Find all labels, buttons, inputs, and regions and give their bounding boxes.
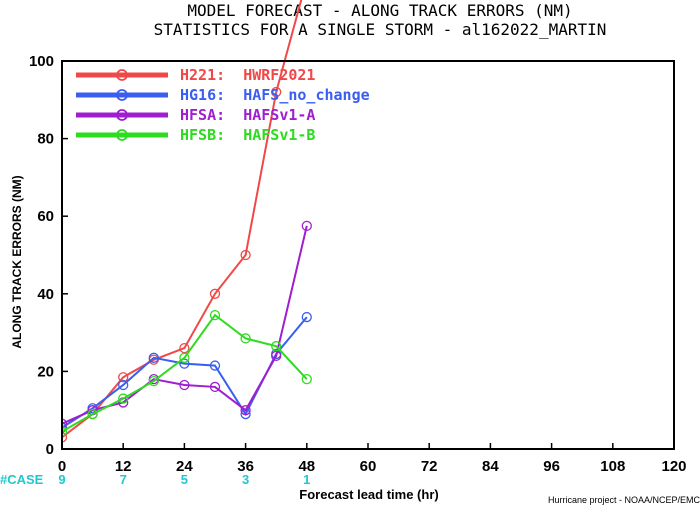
- data-point: [209, 288, 221, 299]
- data-point: [62, 422, 68, 433]
- case-label: #CASE: [0, 472, 44, 487]
- y-tick-label: 40: [37, 286, 54, 303]
- case-count: 7: [120, 472, 127, 487]
- data-point: [62, 432, 68, 443]
- data-point: [301, 311, 312, 323]
- legend-label: H221: HWRF2021: [180, 66, 315, 84]
- data-point: [62, 426, 68, 437]
- series-line: [62, 313, 308, 433]
- case-counts: 9 7 5 3 1: [58, 472, 310, 487]
- plot-frame: [61, 60, 675, 450]
- legend: H221: HWRF2021 HG16: HAFS_no_change HFSA: …: [76, 66, 370, 144]
- y-tick-label: 100: [29, 53, 54, 70]
- x-tick-label: 12: [115, 458, 132, 475]
- data-point: [301, 374, 312, 385]
- x-tick-label: 72: [421, 458, 438, 475]
- x-axis-label: Forecast lead time (hr): [299, 487, 438, 502]
- x-tick-label: 36: [237, 458, 254, 475]
- y-tick-label: 0: [46, 441, 54, 458]
- data-point: [118, 372, 129, 383]
- case-count: 3: [242, 472, 249, 487]
- legend-label: HFSA: HAFSv1-A: [180, 106, 315, 124]
- y-axis-label: ALONG TRACK ERRORS (NM): [10, 175, 24, 348]
- data-point: [209, 381, 221, 393]
- x-tick-label: 96: [543, 458, 560, 475]
- series-group: [62, 220, 312, 429]
- legend-swatch-marker: [116, 69, 128, 81]
- legend-label: HG16: HAFS_no_change: [180, 86, 370, 104]
- x-tick-label: 60: [360, 458, 377, 475]
- x-tick-label: 48: [298, 458, 315, 475]
- data-point: [209, 309, 221, 321]
- x-tick-label: 0: [58, 458, 66, 475]
- data-point: [118, 393, 129, 404]
- data-point: [271, 86, 282, 98]
- data-point: [179, 358, 190, 369]
- y-tick-label: 60: [37, 208, 54, 225]
- data-point: [87, 408, 98, 420]
- legend-swatch-marker: [116, 89, 128, 101]
- y-tick-label: 80: [37, 131, 54, 148]
- case-count: 1: [303, 472, 310, 487]
- x-tick-label: 24: [176, 458, 193, 475]
- x-tick-label: 108: [600, 458, 625, 475]
- data-point: [271, 341, 282, 352]
- x-tick-label: 84: [482, 458, 499, 475]
- data-point: [240, 249, 251, 261]
- series-layer: [62, 0, 312, 443]
- legend-swatch-marker: [116, 129, 128, 141]
- data-point: [148, 375, 159, 387]
- data-point: [148, 352, 159, 363]
- credit-text: Hurricane project - NOAA/NCEP/EMC: [548, 495, 700, 505]
- series-line: [62, 0, 303, 439]
- data-point: [179, 342, 190, 354]
- chart-title: MODEL FORECAST - ALONG TRACK ERRORS (NM): [187, 1, 572, 20]
- data-point: [179, 379, 190, 391]
- case-count: 9: [58, 472, 65, 487]
- legend-label: HFSB: HAFSv1-B: [180, 126, 315, 144]
- legend-swatch-marker: [116, 109, 128, 121]
- chart-subtitle: STATISTICS FOR A SINGLE STORM - al162022…: [154, 20, 607, 39]
- y-tick-label: 20: [37, 363, 54, 380]
- data-point: [179, 352, 190, 363]
- data-point: [62, 418, 68, 429]
- data-point: [240, 405, 251, 416]
- data-point: [240, 333, 251, 344]
- series-group: [62, 309, 312, 437]
- data-point: [209, 360, 221, 371]
- series-line: [62, 225, 308, 425]
- x-tick-label: 120: [661, 458, 686, 475]
- data-point: [118, 379, 129, 391]
- data-point: [271, 350, 282, 362]
- case-count: 5: [181, 472, 188, 487]
- data-point: [301, 220, 312, 232]
